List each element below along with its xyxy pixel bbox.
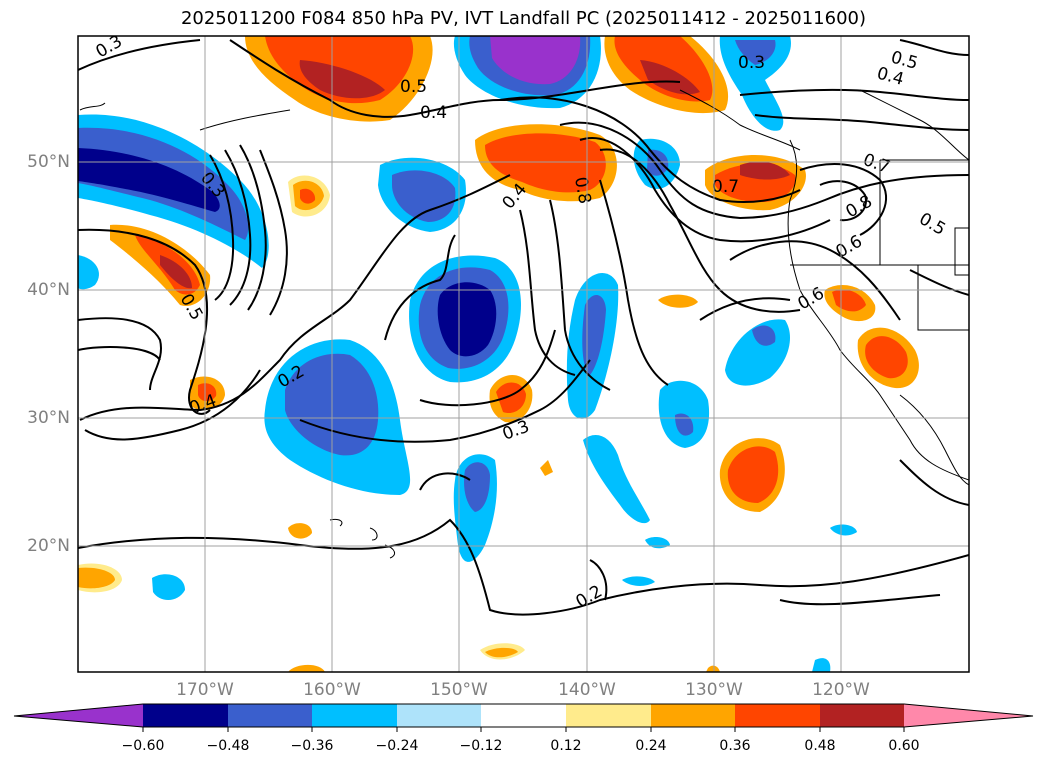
colorbar-segment: [143, 704, 228, 727]
lon-label: 120°W: [812, 680, 870, 700]
coastlines: [79, 89, 969, 559]
colorbar-tick-label: 0.60: [888, 738, 920, 754]
pv-negative-region: [645, 537, 670, 549]
colorbar-tick-label: 0.24: [635, 738, 667, 754]
colorbar-extend-max: [904, 704, 1033, 727]
lat-label: 50°N: [27, 152, 70, 172]
lon-label: 160°W: [303, 680, 361, 700]
pv-negative-region: [490, 36, 581, 85]
colorbar-segment: [228, 704, 312, 727]
pv-positive-region: [485, 647, 518, 658]
pv-negative-region: [464, 462, 490, 512]
map-frame: [77, 35, 970, 673]
colorbar-tick-label: −0.60: [121, 738, 165, 754]
pv-negative-region: [752, 325, 776, 346]
pv-negative-region: [583, 435, 650, 524]
contour-label: 0.8: [570, 175, 594, 205]
colorbar-tick-label: 0.12: [550, 738, 582, 754]
colorbar-tick-label: 0.36: [719, 738, 751, 754]
pv-negative-region: [830, 524, 857, 536]
colorbar-tick-label: −0.36: [290, 738, 334, 754]
colorbar-tick-label: 0.48: [804, 738, 836, 754]
lon-label: 140°W: [558, 680, 616, 700]
pv-negative-region: [812, 658, 831, 672]
colorbar-segment: [820, 704, 904, 727]
contour-label: 0.7: [712, 177, 739, 197]
colorbar-segment: [481, 704, 566, 727]
pv-positive-region: [658, 294, 698, 308]
pv-negative-region: [78, 255, 99, 290]
pv-negative-region: [437, 282, 497, 357]
pv-positive-region: [485, 133, 606, 193]
pv-positive-region: [78, 567, 115, 589]
contour-label: 0.4: [420, 103, 447, 123]
graticule: [78, 36, 969, 672]
lon-label: 170°W: [176, 680, 234, 700]
pv-negative-region: [582, 294, 606, 375]
lon-label: 130°W: [685, 680, 743, 700]
colorbar-segment: [735, 704, 820, 727]
contour-label: 0.5: [400, 77, 427, 97]
map-area: 0.3 0.5 0.4 0.3 0.5 0.4 0.3 0.7 0.7 0.8 …: [78, 36, 969, 672]
lat-label: 30°N: [27, 408, 70, 428]
lat-label: 20°N: [27, 536, 70, 556]
pv-positive-region: [300, 188, 316, 204]
ivt-contours: [78, 39, 969, 616]
pv-positive-region: [198, 383, 217, 402]
pv-negative-region: [392, 170, 456, 222]
pv-positive-region: [865, 336, 908, 379]
pv-positive-region: [640, 60, 700, 95]
pv-positive-region: [160, 255, 192, 289]
colorbar-tick-label: −0.12: [459, 738, 503, 754]
colorbar-segment: [651, 704, 735, 727]
plot-title: 2025011200 F084 850 hPa PV, IVT Landfall…: [180, 8, 867, 29]
pv-shading: [78, 36, 919, 672]
pv-negative-region: [78, 148, 220, 212]
pv-positive-region: [740, 161, 790, 180]
pv-positive-region: [727, 446, 779, 503]
colorbar-tick-label: −0.48: [206, 738, 250, 754]
pv-positive-region: [706, 665, 720, 672]
pv-positive-region: [540, 460, 553, 476]
colorbar: [13, 703, 1034, 732]
pv-negative-region: [622, 576, 655, 586]
pv-positive-region: [299, 60, 385, 99]
contour-label: 0.3: [738, 53, 765, 73]
pv-positive-region: [288, 523, 312, 539]
colorbar-extend-min: [14, 704, 143, 727]
pv-negative-region: [647, 149, 669, 176]
colorbar-tick-label: −0.24: [375, 738, 419, 754]
pv-negative-region: [719, 36, 791, 131]
lon-label: 150°W: [430, 680, 488, 700]
lat-label: 40°N: [27, 280, 70, 300]
pv-negative-region: [675, 413, 694, 436]
pv-negative-region: [735, 40, 776, 65]
colorbar-segment: [397, 704, 481, 727]
colorbar-segment: [312, 704, 397, 727]
pv-negative-region: [152, 574, 185, 601]
pv-positive-region: [288, 664, 325, 672]
colorbar-segment: [566, 704, 651, 727]
